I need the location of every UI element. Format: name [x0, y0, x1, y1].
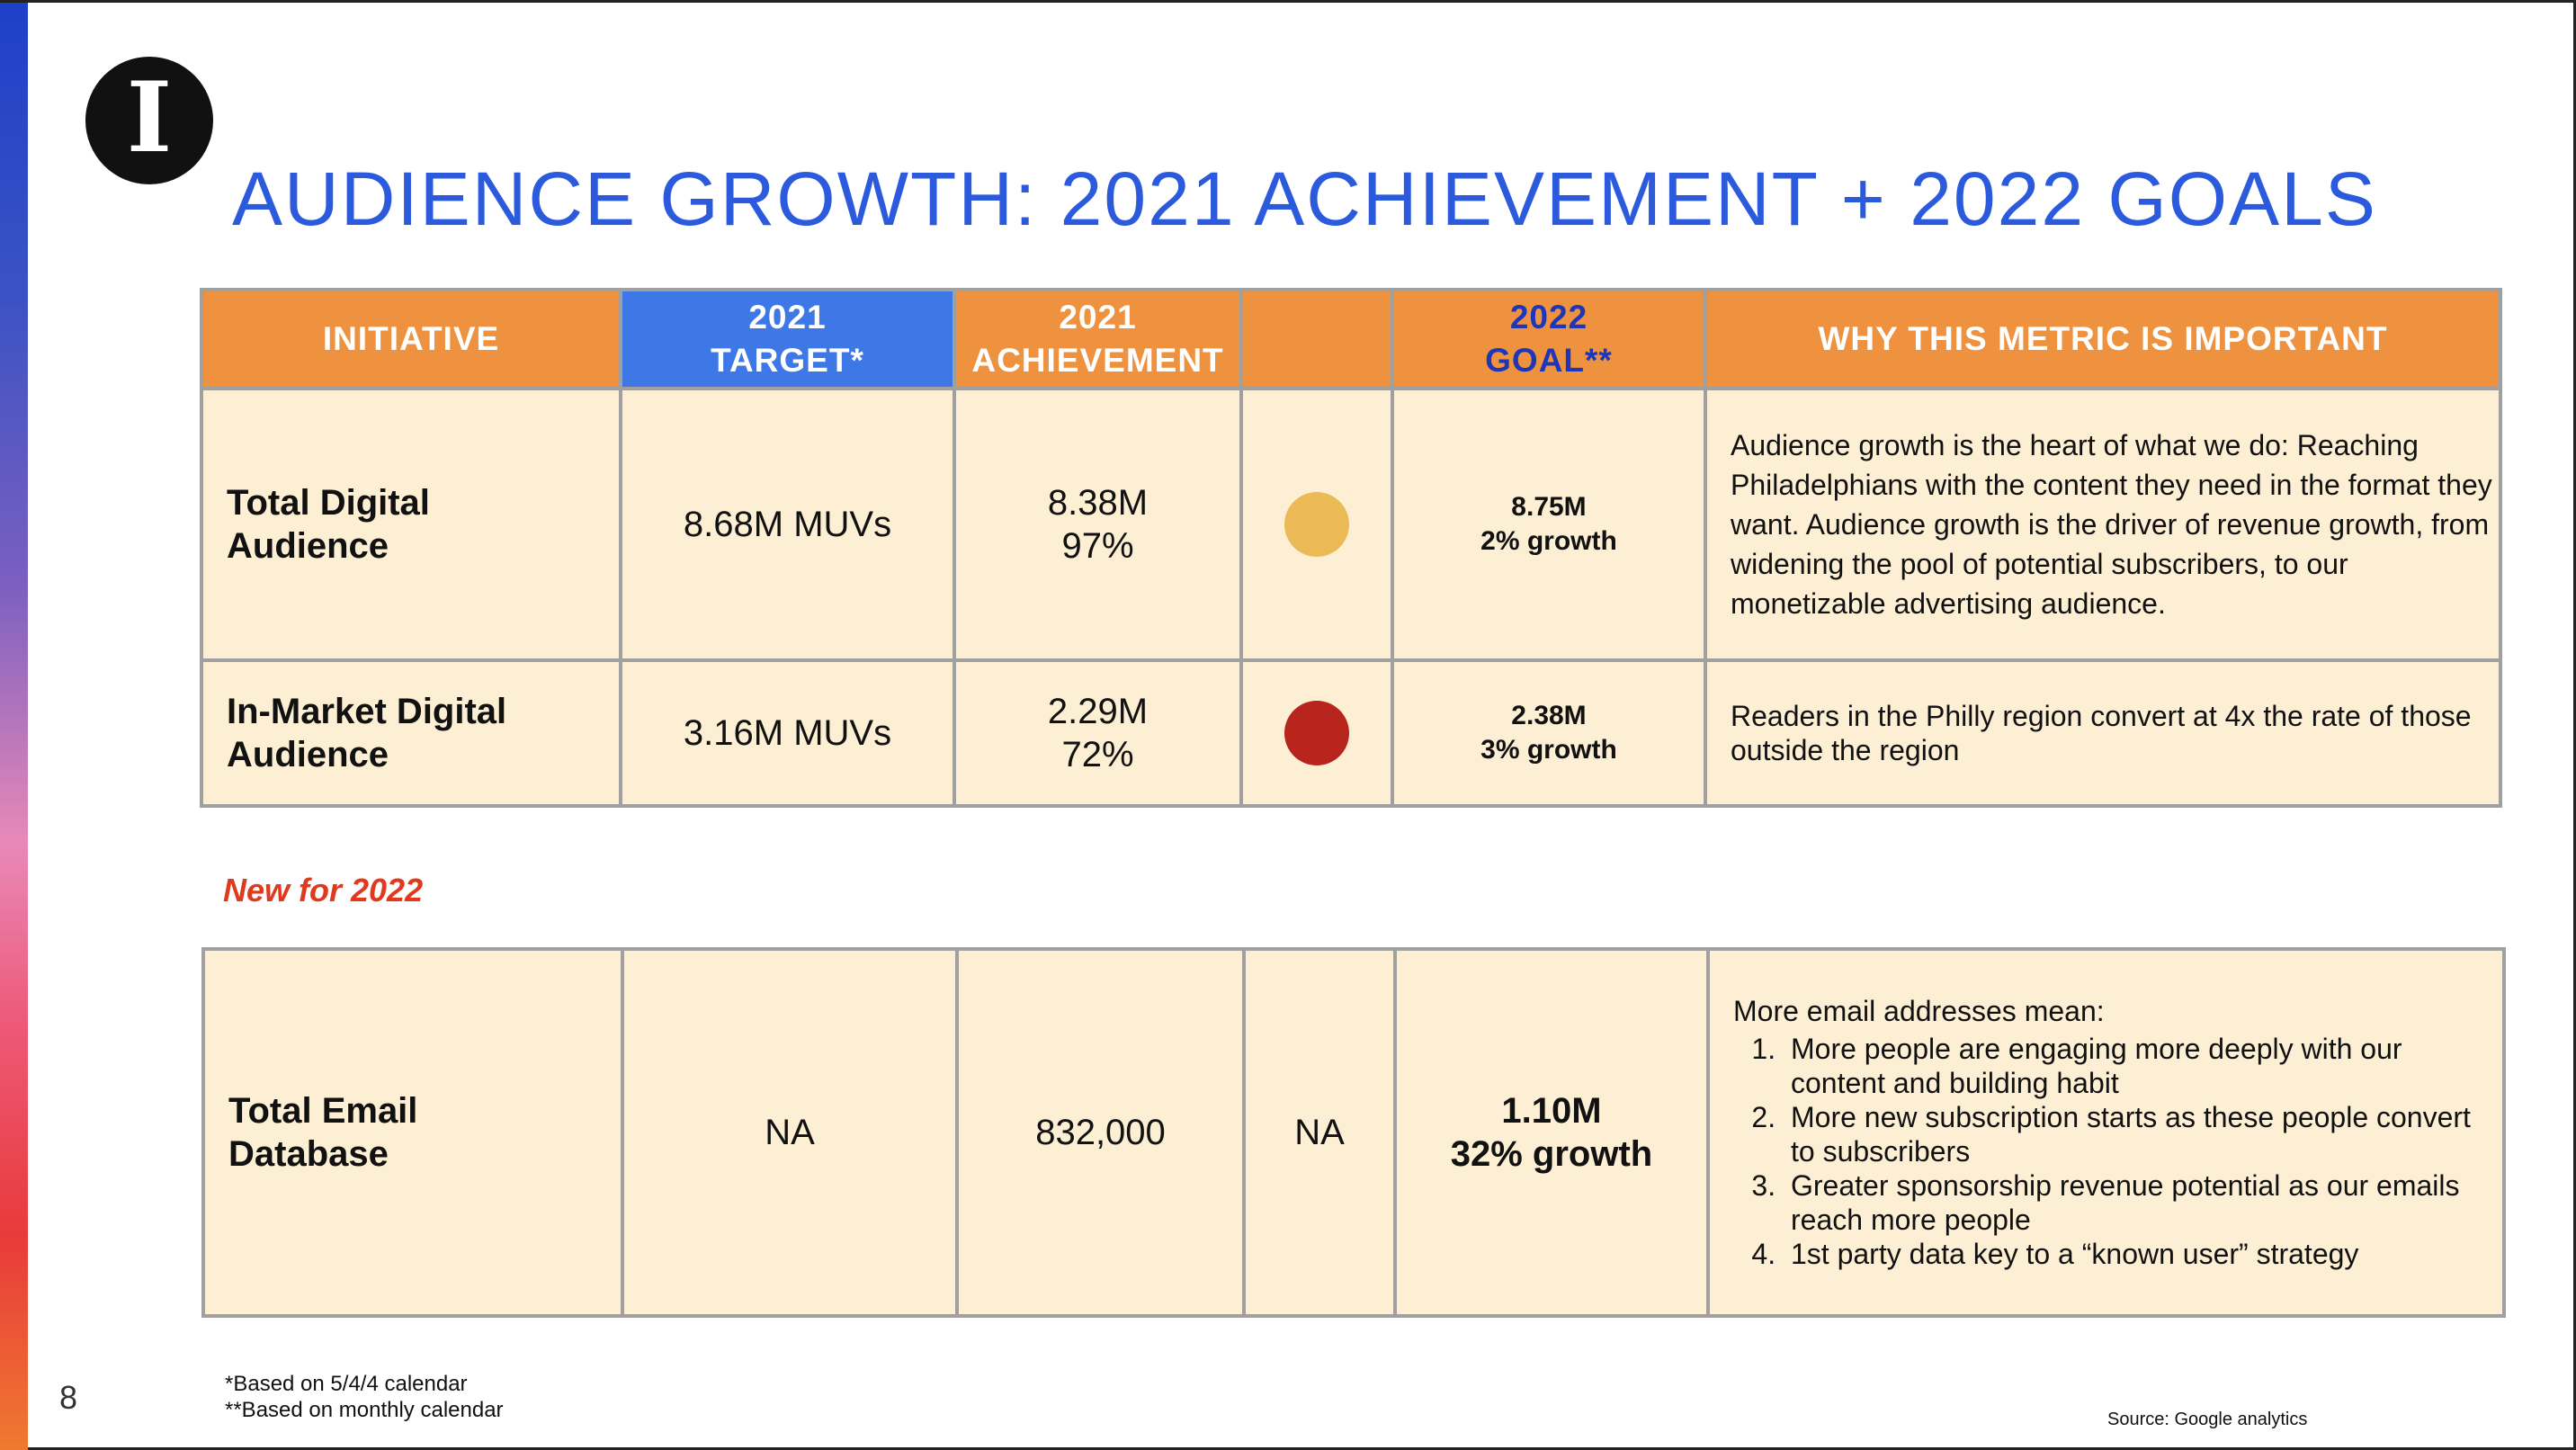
- initiative-cell: Total Email Database: [201, 947, 624, 1318]
- slide-title: AUDIENCE GROWTH: 2021 ACHIEVEMENT + 2022…: [232, 157, 2377, 241]
- initiative-cell: Total Digital Audience: [200, 387, 622, 662]
- table-row: In-Market Digital Audience 3.16M MUVs 2.2…: [200, 658, 2502, 808]
- status-cell: [1239, 658, 1394, 808]
- achievement-cell: 8.38M 97%: [953, 387, 1243, 662]
- gradient-side-bar: [0, 3, 28, 1450]
- footnote-monthly-calendar: **Based on monthly calendar: [225, 1398, 504, 1422]
- status-cell: NA: [1242, 947, 1397, 1318]
- why-intro: More email addresses mean:: [1733, 995, 2105, 1027]
- achievement-cell: 832,000: [955, 947, 1246, 1318]
- status-cell: [1239, 387, 1394, 662]
- why-cell: Readers in the Philly region convert at …: [1704, 658, 2502, 808]
- email-table: Total Email Database NA 832,000 NA 1.10M 3…: [201, 947, 2506, 1318]
- why-list: More people are engaging more deeply wit…: [1733, 1032, 2497, 1271]
- header-2021-target: 2021 TARGET*: [619, 288, 956, 390]
- header-2022-goal: 2022 GOAL**: [1391, 288, 1707, 390]
- list-item: More new subscription starts as these pe…: [1784, 1100, 2497, 1168]
- target-cell: 8.68M MUVs: [619, 387, 956, 662]
- header-2021-achievement: 2021 ACHIEVEMENT: [953, 288, 1243, 390]
- target-cell: NA: [621, 947, 959, 1318]
- list-item: 1st party data key to a “known user” str…: [1784, 1237, 2497, 1271]
- why-cell: More email addresses mean: More people a…: [1706, 947, 2506, 1318]
- header-why: WHY THIS METRIC IS IMPORTANT: [1704, 288, 2502, 390]
- header-initiative: INITIATIVE: [200, 288, 622, 390]
- goal-cell: 8.75M 2% growth: [1391, 387, 1707, 662]
- table-row: Total Digital Audience 8.68M MUVs 8.38M 97…: [200, 387, 2502, 662]
- header-row: INITIATIVE 2021 TARGET* 2021 ACHIEVEMENT 2…: [200, 288, 2502, 390]
- goal-cell: 2.38M 3% growth: [1391, 658, 1707, 808]
- page-number: 8: [59, 1379, 78, 1416]
- achievement-cell: 2.29M 72%: [953, 658, 1243, 808]
- goal-cell: 1.10M 32% growth: [1393, 947, 1710, 1318]
- list-item: More people are engaging more deeply wit…: [1784, 1032, 2497, 1100]
- logo-letter: I: [126, 61, 173, 175]
- footnote-calendar-544: *Based on 5/4/4 calendar: [225, 1372, 468, 1396]
- metrics-table: INITIATIVE 2021 TARGET* 2021 ACHIEVEMENT 2…: [200, 288, 2502, 808]
- list-item: Greater sponsorship revenue potential as…: [1784, 1168, 2497, 1237]
- source-note: Source: Google analytics: [2107, 1410, 2308, 1429]
- why-cell: Audience growth is the heart of what we …: [1704, 387, 2502, 662]
- status-dot-red: [1284, 701, 1349, 765]
- target-cell: 3.16M MUVs: [619, 658, 956, 808]
- status-dot-yellow: [1284, 492, 1349, 557]
- new-for-2022-label: New for 2022: [223, 872, 424, 908]
- table-row: Total Email Database NA 832,000 NA 1.10M 3…: [201, 947, 2506, 1318]
- inquirer-logo: I: [85, 57, 213, 184]
- initiative-cell: In-Market Digital Audience: [200, 658, 622, 808]
- header-status: [1239, 288, 1394, 390]
